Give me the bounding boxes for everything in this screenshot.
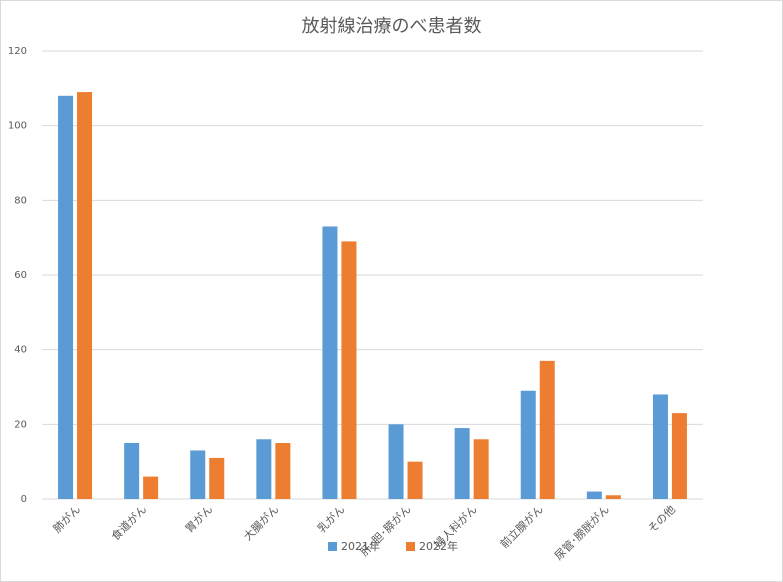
bar-2022-5 — [407, 461, 423, 499]
legend-item-2022: 2022年 — [406, 538, 458, 554]
x-category-label-8: 尿管･膀胱がん — [552, 502, 612, 562]
y-tick-label-40: 40 — [14, 345, 27, 356]
x-category-label-9: その他 — [646, 503, 679, 536]
bar-2021-3 — [256, 439, 272, 499]
legend-swatch-2021 — [328, 541, 337, 551]
bar-2021-2 — [190, 450, 206, 499]
bar-2021-1 — [124, 443, 140, 499]
bar-2021-6 — [454, 428, 470, 499]
bar-2021-9 — [652, 394, 668, 499]
legend-item-2021: 2021年 — [328, 538, 380, 554]
x-category-label-3: 大腸がん — [240, 502, 281, 543]
bar-2021-0 — [58, 95, 74, 500]
chart-title: 放射線治療のべ患者数 — [301, 16, 482, 37]
y-tick-label-20: 20 — [14, 419, 27, 430]
legend: 2021年 2022年 — [328, 538, 458, 554]
legend-label-2022: 2022年 — [419, 540, 458, 553]
x-category-label-0: 肺がん — [50, 502, 83, 535]
y-tick-label-100: 100 — [8, 121, 27, 132]
bar-2021-4 — [322, 226, 338, 499]
legend-label-2021: 2021年 — [341, 540, 380, 553]
bar-2022-4 — [341, 241, 357, 499]
x-category-label-7: 前立腺がん — [497, 502, 546, 551]
bar-2021-8 — [586, 491, 602, 499]
bar-2022-6 — [473, 439, 489, 499]
bar-2022-3 — [275, 443, 291, 499]
bar-2022-2 — [209, 457, 225, 499]
legend-swatch-2022 — [406, 541, 415, 551]
bar-2021-5 — [388, 424, 404, 499]
bar-2022-8 — [605, 495, 621, 499]
y-tick-label-80: 80 — [14, 195, 27, 206]
bar-2021-7 — [520, 390, 536, 499]
x-category-label-1: 食道がん — [108, 502, 149, 543]
x-category-label-2: 胃がん — [182, 502, 215, 535]
y-tick-label-0: 0 — [21, 494, 27, 505]
bar-2022-0 — [77, 92, 93, 500]
x-category-label-4: 乳がん — [314, 502, 347, 535]
bar-2022-1 — [143, 476, 159, 499]
bar-2022-7 — [539, 360, 555, 499]
y-tick-label-120: 120 — [8, 46, 27, 57]
bar-2022-9 — [671, 413, 687, 499]
y-tick-label-60: 60 — [14, 270, 27, 281]
